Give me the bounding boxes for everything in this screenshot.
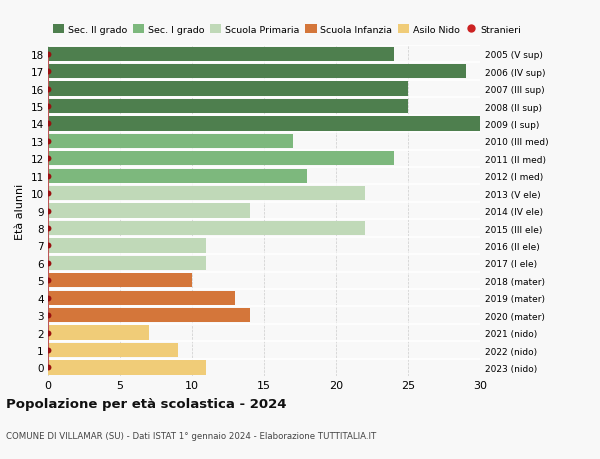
Bar	[48, 308, 250, 323]
Bar	[48, 152, 394, 166]
Text: Anni di nascita: Anni di nascita	[597, 173, 600, 250]
Point	[43, 225, 53, 232]
Bar	[48, 326, 149, 340]
Point	[43, 138, 53, 145]
Text: COMUNE DI VILLAMAR (SU) - Dati ISTAT 1° gennaio 2024 - Elaborazione TUTTITALIA.I: COMUNE DI VILLAMAR (SU) - Dati ISTAT 1° …	[6, 431, 376, 441]
Bar	[48, 169, 307, 184]
Bar	[48, 134, 293, 149]
Point	[43, 242, 53, 250]
Bar	[48, 47, 394, 62]
Y-axis label: Età alunni: Età alunni	[15, 183, 25, 239]
Point	[43, 51, 53, 58]
Legend: Sec. II grado, Sec. I grado, Scuola Primaria, Scuola Infanzia, Asilo Nido, Stran: Sec. II grado, Sec. I grado, Scuola Prim…	[53, 25, 521, 34]
Bar	[48, 204, 250, 218]
Bar	[48, 343, 178, 358]
Bar	[48, 256, 206, 270]
Bar	[48, 361, 206, 375]
Point	[43, 173, 53, 180]
Bar	[48, 187, 365, 201]
Point	[43, 86, 53, 93]
Bar	[48, 239, 206, 253]
Text: Popolazione per età scolastica - 2024: Popolazione per età scolastica - 2024	[6, 397, 287, 410]
Point	[43, 190, 53, 197]
Point	[43, 347, 53, 354]
Point	[43, 207, 53, 215]
Bar	[48, 221, 365, 235]
Point	[43, 294, 53, 302]
Point	[43, 364, 53, 371]
Bar	[48, 100, 408, 114]
Bar	[48, 274, 192, 288]
Point	[43, 121, 53, 128]
Point	[43, 68, 53, 76]
Bar	[48, 291, 235, 305]
Point	[43, 103, 53, 111]
Bar	[48, 82, 408, 96]
Point	[43, 329, 53, 336]
Bar	[48, 65, 466, 79]
Point	[43, 155, 53, 162]
Point	[43, 277, 53, 285]
Point	[43, 312, 53, 319]
Bar	[48, 117, 480, 131]
Point	[43, 260, 53, 267]
